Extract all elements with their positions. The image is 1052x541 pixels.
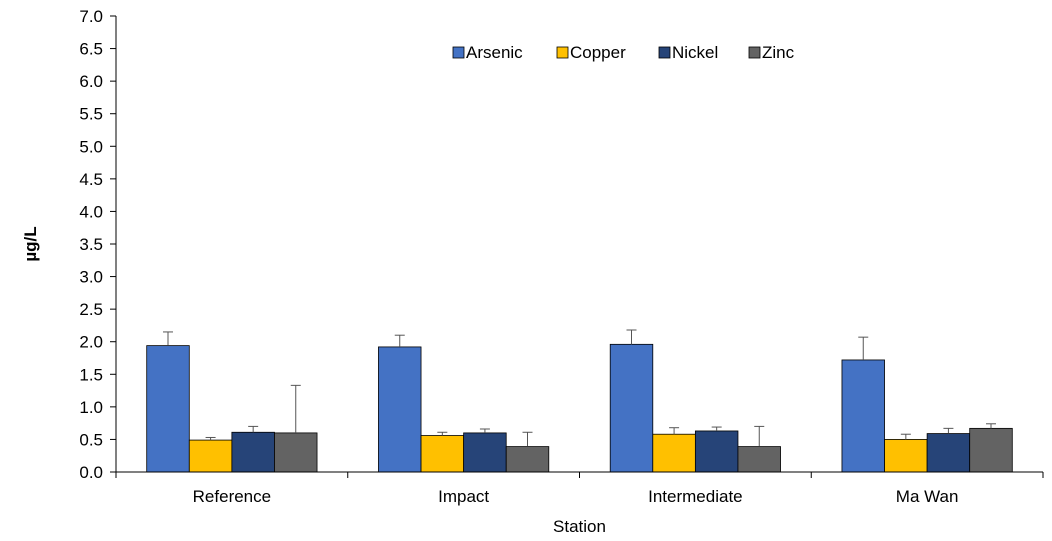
bar-arsenic-intermediate: [609, 343, 654, 473]
y-tick-label: 3.0: [79, 268, 103, 287]
y-tick-label: 1.5: [79, 365, 103, 384]
bar-copper-reference: [188, 439, 233, 473]
y-tick-label: 6.5: [79, 40, 103, 59]
bar-zinc-ma-wan: [969, 427, 1013, 473]
y-tick-label: 6.0: [79, 72, 103, 91]
bar-copper-intermediate: [652, 433, 696, 473]
y-tick-label: 5.0: [79, 137, 103, 156]
x-tick-label: Intermediate: [648, 487, 743, 506]
bar-zinc-intermediate: [737, 446, 781, 473]
legend-label-copper: Copper: [570, 43, 626, 62]
x-tick-label: Impact: [438, 487, 489, 506]
x-axis-title: Station: [553, 517, 606, 536]
y-tick-label: 2.5: [79, 300, 103, 319]
legend-label-zinc: Zinc: [762, 43, 795, 62]
y-tick-label: 4.5: [79, 170, 103, 189]
bar-zinc-impact: [505, 446, 550, 473]
y-tick-label: 4.0: [79, 202, 103, 221]
y-axis-title: µg/L: [21, 226, 40, 261]
legend-swatch-copper: [556, 46, 569, 59]
y-tick-label: 2.0: [79, 333, 103, 352]
x-tick-label: Ma Wan: [896, 487, 959, 506]
bar-arsenic-ma-wan: [841, 359, 885, 473]
y-tick-label: 7.0: [79, 7, 103, 26]
y-tick-label: 3.5: [79, 235, 103, 254]
ticks-layer: 0.0 0.5 1.0 1.5 2.0 2.5 3.0 3.5 4.0 4.5 5.0 5.5 6.0 6…: [79, 7, 1044, 506]
axes-layer: [115, 16, 1043, 473]
x-tick-label: Reference: [193, 487, 271, 506]
bar-zinc-reference: [274, 432, 318, 473]
bar-arsenic-impact: [378, 346, 422, 473]
legend: Arsenic Copper Nickel Zinc: [452, 43, 795, 62]
y-tick-label: 1.0: [79, 398, 103, 417]
legend-label-nickel: Nickel: [672, 43, 718, 62]
y-tick-label: 5.5: [79, 105, 103, 124]
legend-swatch-zinc: [748, 46, 761, 59]
bar-arsenic-reference: [146, 345, 190, 473]
legend-swatch-nickel: [658, 46, 671, 59]
bars-layer: [146, 329, 1013, 473]
bar-nickel-ma-wan: [926, 433, 971, 473]
bar-copper-ma-wan: [884, 439, 928, 473]
bar-nickel-reference: [231, 431, 275, 473]
bar-nickel-intermediate: [694, 430, 739, 473]
legend-swatch-arsenic: [452, 46, 465, 59]
bar-nickel-impact: [463, 432, 507, 473]
y-tick-label: 0.5: [79, 430, 103, 449]
y-tick-label: 0.0: [79, 463, 103, 482]
bar-copper-impact: [420, 435, 465, 473]
legend-label-arsenic: Arsenic: [466, 43, 523, 62]
